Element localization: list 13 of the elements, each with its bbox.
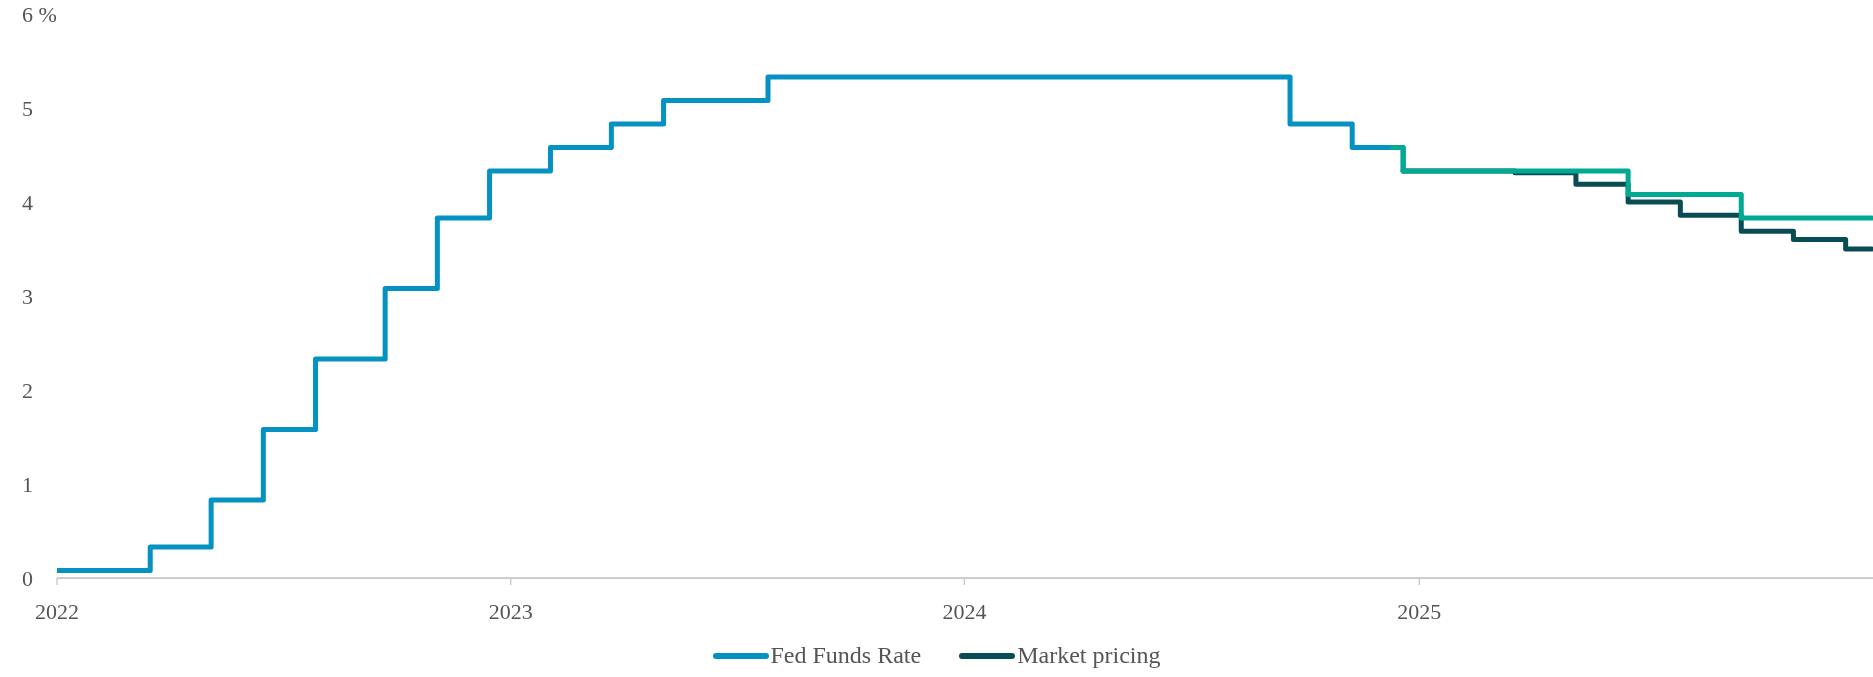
x-tick-label: 2022 — [35, 598, 79, 624]
y-tick-label: 2 — [22, 377, 33, 403]
x-tick-label: 2025 — [1397, 598, 1442, 624]
x-tick-label: 2024 — [942, 598, 987, 624]
y-tick-label: 5 — [22, 95, 33, 121]
y-tick-label: 3 — [22, 283, 33, 309]
y-tick-label: 4 — [22, 189, 33, 215]
y-tick-label: 1 — [22, 471, 33, 497]
legend-label: Market pricing — [1017, 642, 1161, 669]
y-tick-label: 6 % — [22, 1, 57, 27]
y-tick-label: 0 — [22, 565, 33, 591]
legend-label: Fed Funds Rate — [770, 642, 922, 669]
x-tick-label: 2023 — [488, 598, 533, 624]
